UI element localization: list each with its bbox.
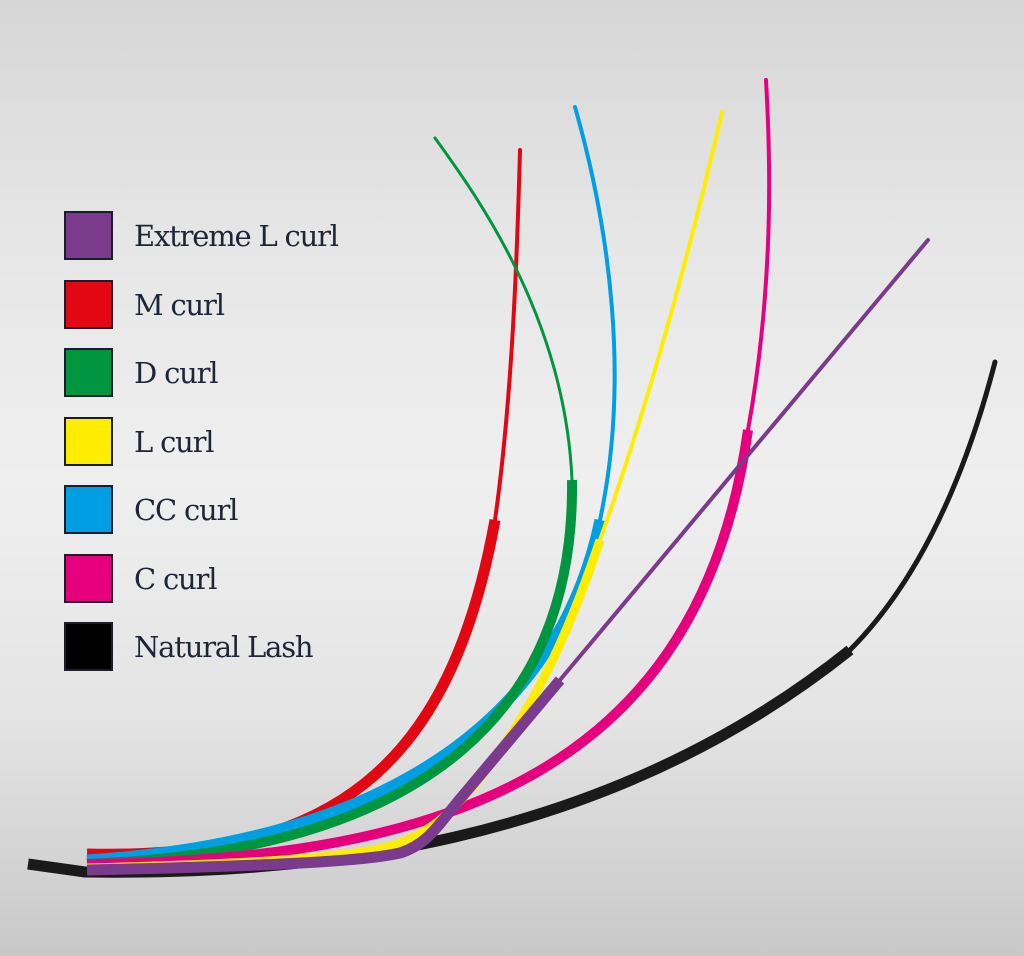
- legend-swatch-cc-curl: [64, 485, 113, 534]
- legend-swatch-l-curl: [64, 416, 113, 466]
- lash-c-curl-tip: [746, 78, 772, 432]
- legend-label-d-curl: D curl: [134, 356, 219, 390]
- legend-label-m-curl: M curl: [134, 287, 225, 322]
- lash-extreme-l-curl: [86, 238, 930, 876]
- legend-swatch-d-curl: [64, 348, 113, 397]
- lash-cc-curl-tip: [573, 105, 617, 522]
- legend-label-l-curl: L curl: [134, 424, 215, 459]
- legend: Extreme L curl M curl D curl L curl CC c…: [64, 211, 384, 691]
- legend-item-cc-curl: CC curl: [64, 485, 384, 538]
- lash-extreme-l-curl-tip: [558, 238, 930, 682]
- lash-c-curl: [86, 78, 772, 869]
- lash-d-curl-tip: [433, 136, 574, 482]
- legend-item-c-curl: C curl: [64, 553, 384, 607]
- legend-swatch-extreme-l-curl: [64, 211, 113, 260]
- lash-natural-tip: [847, 359, 998, 653]
- legend-item-l-curl: L curl: [64, 416, 384, 470]
- legend-item-m-curl: M curl: [64, 279, 384, 333]
- legend-swatch-c-curl: [64, 553, 113, 603]
- legend-item-extreme-l-curl: Extreme L curl: [64, 211, 384, 264]
- legend-label-natural-lash: Natural Lash: [134, 630, 314, 664]
- legend-swatch-m-curl: [64, 279, 113, 329]
- lash-extreme-l-curl-base: [86, 676, 565, 876]
- legend-label-extreme-l-curl: Extreme L curl: [134, 219, 339, 253]
- legend-item-d-curl: D curl: [64, 348, 384, 401]
- legend-label-cc-curl: CC curl: [134, 493, 238, 527]
- lash-d-curl: [86, 136, 578, 869]
- lash-d-curl-base: [86, 479, 578, 869]
- legend-swatch-natural-lash: [64, 622, 113, 671]
- lash-c-curl-base: [86, 429, 753, 869]
- lash-l-curl-tip: [598, 110, 724, 542]
- legend-label-c-curl: C curl: [134, 561, 217, 596]
- legend-item-natural-lash: Natural Lash: [64, 622, 384, 675]
- lash-m-curl-tip: [493, 148, 522, 522]
